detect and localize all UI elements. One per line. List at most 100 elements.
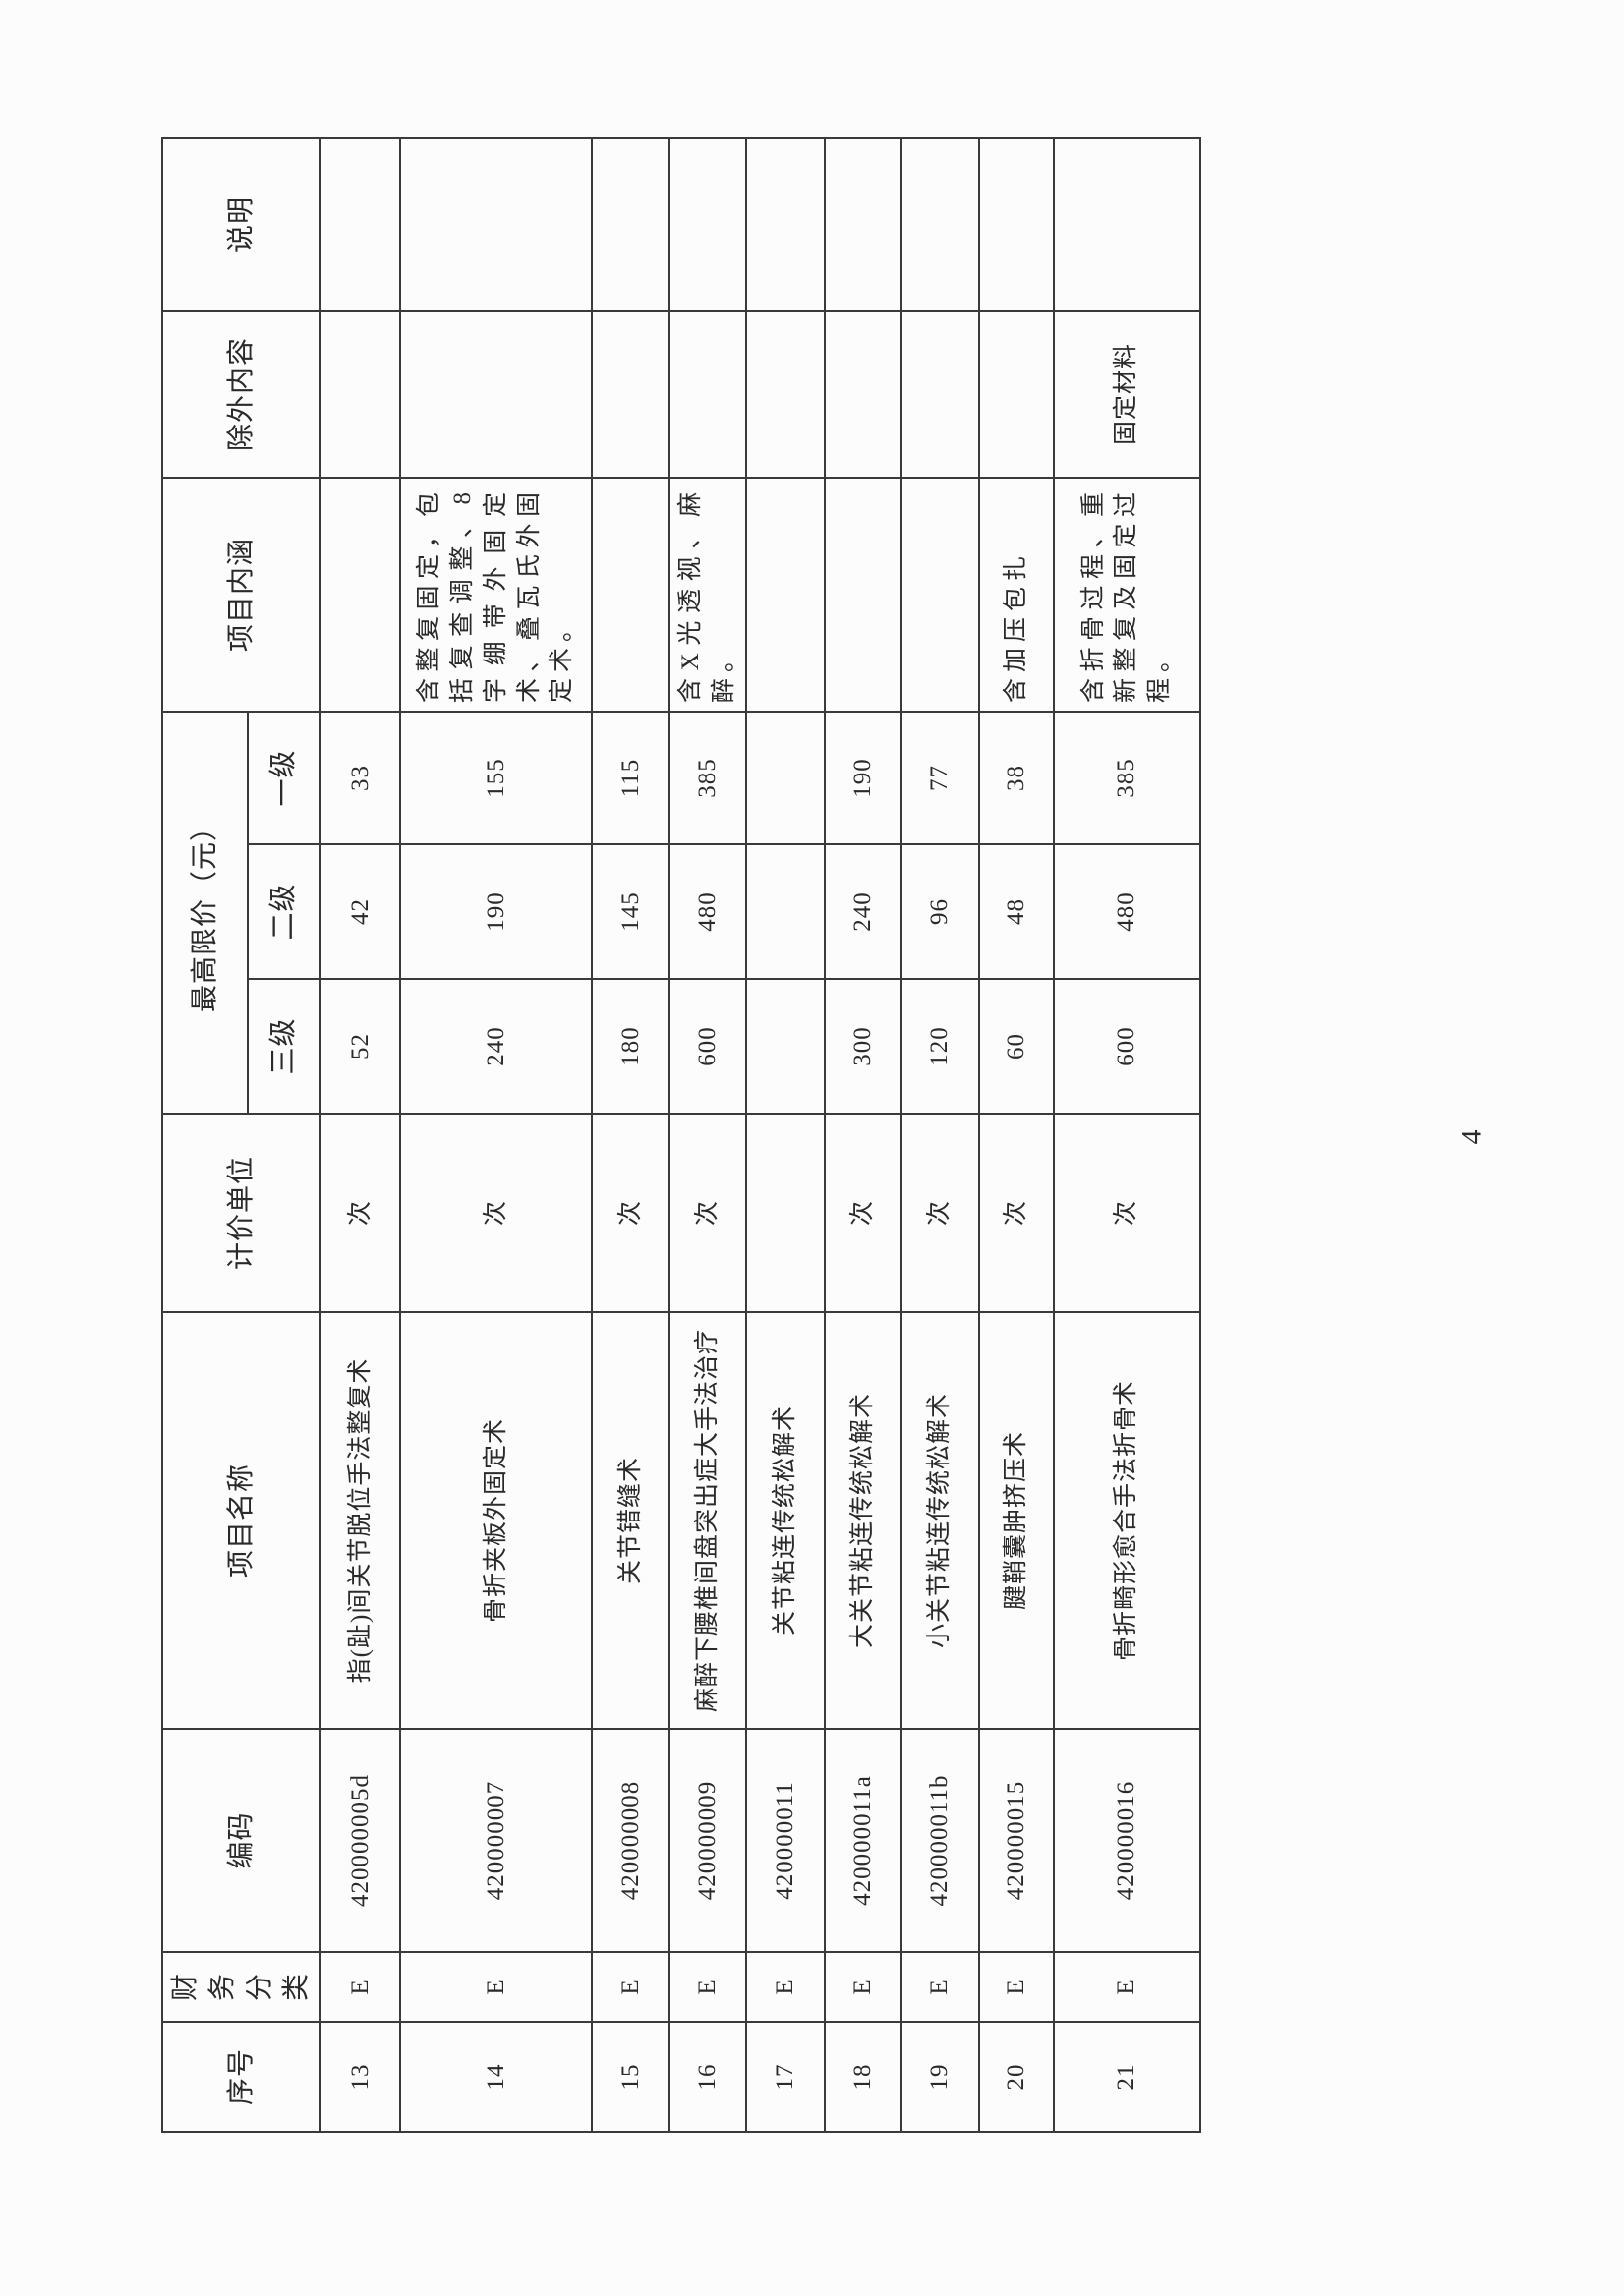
header-content: 项目内涵 [162,478,321,712]
cell-note [745,138,825,311]
price-table: 序号 财务分类 编码 项目名称 计价单位 最高限价（元） 项目内涵 除外内容 说… [161,137,1201,2133]
cell-code: 420000009 [669,1729,746,1952]
table-row: 17 E 420000011 关节粘连传统松解术 [745,138,825,2132]
cell-unit: 次 [978,1114,1054,1312]
cell-l2: 48 [978,844,1054,979]
cell-seq: 18 [824,2022,901,2132]
cell-l2: 42 [320,844,401,979]
cell-seq: 15 [592,2022,670,2132]
cell-l3: 600 [1053,979,1200,1114]
cell-code: 420000008 [592,1729,670,1952]
header-exclude: 除外内容 [162,311,321,478]
cell-content: 含折骨过程、重新整复及固定过程。 [1053,478,1200,712]
table-row: 21 E 420000016 骨折畸形愈合手法折骨术次 600 480 385 含折骨过程、重… [1053,138,1200,2132]
cell-name: 骨折夹板外固定术 [400,1312,593,1729]
cell-exclude [669,311,746,478]
cell-l1: 155 [400,712,593,844]
cell-l1: 190 [824,712,901,844]
cell-note [320,138,401,311]
cell-l1: 77 [900,712,979,844]
cell-l1: 385 [669,712,746,844]
cell-l3: 180 [592,979,670,1114]
cell-exclude: 固定材料 [1053,311,1200,478]
header-price-group: 最高限价（元） [162,712,249,1114]
header-level1: 一级 [248,712,321,844]
cell-exclude [400,311,593,478]
cell-seq: 19 [900,2022,979,2132]
cell-finance: E [1053,1952,1200,2022]
cell-name: 大关节粘连传统松解术 [824,1312,901,1729]
cell-unit: 次 [1053,1114,1200,1312]
cell-l2: 190 [400,844,593,979]
table-row: 18 E 420000011a 大关节粘连传统松解术次 300 240 190 [824,138,901,2132]
cell-l2: 480 [1053,844,1200,979]
cell-finance: E [669,1952,746,2022]
cell-exclude [320,311,401,478]
table-row: 13 E 420000005d 指(趾)间关节脱位手法整复术次 52 42 33 [320,138,401,2132]
cell-exclude [900,311,979,478]
cell-code: 420000011b [900,1729,979,1952]
cell-exclude [978,311,1054,478]
cell-unit: 次 [824,1114,901,1312]
header-code: 编码 [162,1729,321,1952]
cell-name: 小关节粘连传统松解术 [900,1312,979,1729]
cell-seq: 21 [1053,2022,1200,2132]
cell-note [900,138,979,311]
header-level2: 二级 [248,844,321,979]
cell-name: 指(趾)间关节脱位手法整复术 [320,1312,401,1729]
cell-name: 关节错缝术 [592,1312,670,1729]
cell-name: 麻醉下腰椎间盘突出症大手法治疗 [669,1312,746,1729]
cell-code: 420000011a [824,1729,901,1952]
cell-content: 含加压包扎 [978,478,1054,712]
table-row: 16 E 420000009 麻醉下腰椎间盘突出症大手法治疗次 600 480 385 含X光… [669,138,746,2132]
cell-unit: 次 [400,1114,593,1312]
cell-note [824,138,901,311]
header-unit: 计价单位 [162,1114,321,1312]
cell-content: 含整复固定，包括复查调整、8字绷带外固定术、叠瓦氏外固定术。 [400,478,593,712]
cell-finance: E [900,1952,979,2022]
cell-seq: 20 [978,2022,1054,2132]
cell-finance: E [592,1952,670,2022]
cell-name: 关节粘连传统松解术 [745,1312,825,1729]
cell-l2: 240 [824,844,901,979]
cell-note [978,138,1054,311]
cell-unit: 次 [900,1114,979,1312]
cell-content: 含X光透视、麻醉。 [669,478,746,712]
cell-exclude [824,311,901,478]
cell-content [745,478,825,712]
cell-l3: 60 [978,979,1054,1114]
cell-content [320,478,401,712]
cell-content [900,478,979,712]
cell-finance: E [400,1952,593,2022]
cell-l3: 240 [400,979,593,1114]
cell-content [592,478,670,712]
table-row: 15 E 420000008 关节错缝术次 180 145 115 [592,138,670,2132]
cell-code: 420000015 [978,1729,1054,1952]
cell-finance: E [745,1952,825,2022]
table-row: 20 E 420000015 腱鞘囊肿挤压术次 60 48 38 含加压包扎 [978,138,1054,2132]
cell-unit: 次 [669,1114,746,1312]
cell-l1: 115 [592,712,670,844]
cell-note [592,138,670,311]
table-row: 14 E 420000007 骨折夹板外固定术次 240 190 155 含整复固定，包括复查… [400,138,593,2132]
cell-l1: 38 [978,712,1054,844]
header-name: 项目名称 [162,1312,321,1729]
cell-note [1053,138,1200,311]
header-finance: 财务分类 [162,1952,321,2022]
page-number: 4 [1455,1129,1488,1145]
cell-l2: 145 [592,844,670,979]
cell-code: 420000016 [1053,1729,1200,1952]
cell-note [400,138,593,311]
header-seq: 序号 [162,2022,321,2132]
cell-l2: 480 [669,844,746,979]
cell-name: 骨折畸形愈合手法折骨术 [1053,1312,1200,1729]
cell-name: 腱鞘囊肿挤压术 [978,1312,1054,1729]
cell-finance: E [824,1952,901,2022]
cell-l1: 385 [1053,712,1200,844]
cell-l2: 96 [900,844,979,979]
cell-seq: 16 [669,2022,746,2132]
cell-l1: 33 [320,712,401,844]
cell-finance: E [320,1952,401,2022]
cell-content [824,478,901,712]
cell-l3: 600 [669,979,746,1114]
